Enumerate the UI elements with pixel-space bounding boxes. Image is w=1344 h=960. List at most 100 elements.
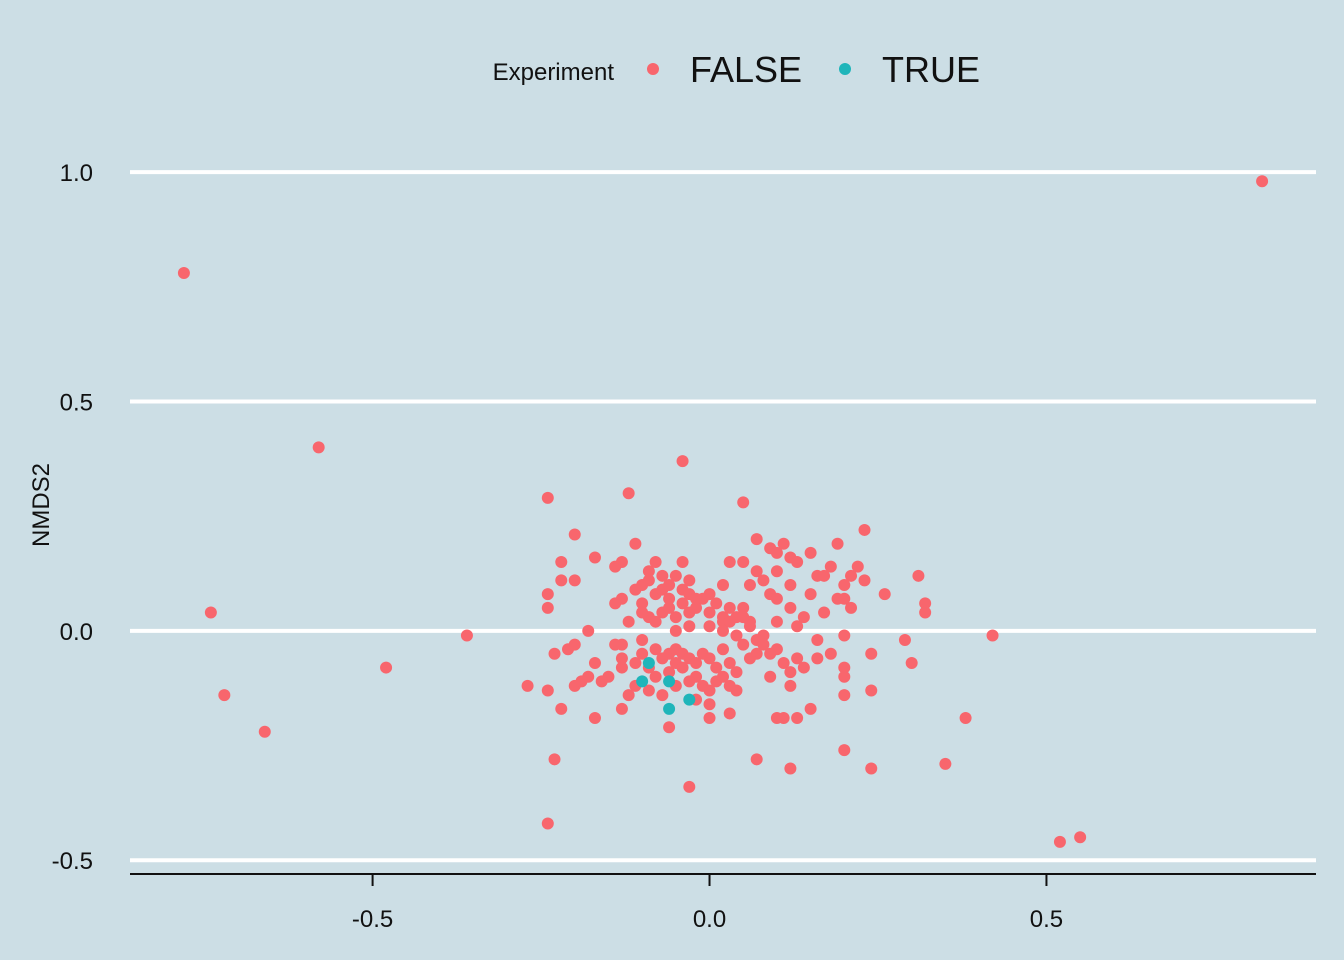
point-false bbox=[642, 574, 655, 587]
point-false bbox=[636, 606, 649, 619]
point-false bbox=[865, 647, 878, 660]
point-false bbox=[636, 647, 649, 660]
point-false bbox=[811, 634, 824, 647]
point-false bbox=[690, 656, 703, 669]
point-true bbox=[683, 693, 696, 706]
point-false bbox=[615, 652, 628, 665]
point-false bbox=[717, 624, 729, 637]
point-false bbox=[656, 569, 669, 582]
point-false bbox=[669, 569, 682, 582]
point-false bbox=[676, 597, 689, 610]
point-false bbox=[851, 560, 864, 573]
point-false bbox=[656, 689, 669, 702]
legend-label: TRUE bbox=[882, 49, 980, 90]
point-false bbox=[683, 675, 696, 688]
point-false bbox=[555, 574, 568, 587]
point-false bbox=[588, 551, 601, 564]
point-false bbox=[312, 441, 325, 454]
point-false bbox=[737, 556, 750, 569]
point-false bbox=[770, 546, 783, 559]
point-false bbox=[629, 583, 642, 596]
point-false bbox=[622, 615, 635, 628]
point-false bbox=[838, 744, 851, 757]
point-false bbox=[669, 624, 682, 637]
point-false bbox=[642, 684, 655, 697]
point-false bbox=[723, 656, 736, 669]
point-false bbox=[919, 597, 932, 610]
point-false bbox=[555, 702, 568, 715]
y-axis: -0.5 0.0 0.5 1.0 bbox=[52, 160, 93, 875]
point-false bbox=[723, 707, 736, 720]
point-false bbox=[609, 560, 622, 573]
point-false bbox=[898, 634, 911, 647]
point-false bbox=[818, 606, 831, 619]
point-false bbox=[703, 620, 716, 633]
point-false bbox=[582, 624, 595, 637]
point-false bbox=[588, 656, 601, 669]
point-false bbox=[764, 647, 777, 660]
point-false bbox=[676, 556, 689, 569]
point-false bbox=[865, 762, 878, 775]
point-false bbox=[642, 565, 655, 578]
legend-title: Experiment bbox=[493, 59, 615, 86]
point-false bbox=[555, 556, 568, 569]
point-false bbox=[750, 565, 763, 578]
point-true bbox=[642, 656, 655, 669]
point-false bbox=[757, 574, 770, 587]
point-false bbox=[622, 689, 635, 702]
y-tick-label: -0.5 bbox=[52, 848, 93, 875]
point-false bbox=[723, 556, 736, 569]
point-false bbox=[636, 634, 649, 647]
point-false bbox=[380, 661, 393, 674]
point-false bbox=[845, 601, 858, 614]
point-false bbox=[683, 780, 696, 793]
point-false bbox=[568, 638, 581, 651]
legend: Experiment FALSE TRUE bbox=[493, 49, 980, 90]
point-false bbox=[804, 588, 817, 601]
point-false bbox=[770, 712, 783, 725]
point-false bbox=[784, 679, 797, 692]
legend-label: FALSE bbox=[690, 49, 802, 90]
point-false bbox=[858, 523, 871, 536]
point-false bbox=[649, 643, 662, 656]
point-false bbox=[663, 592, 676, 605]
point-false bbox=[804, 546, 817, 559]
point-false bbox=[615, 661, 628, 674]
point-false bbox=[541, 684, 554, 697]
point-false bbox=[629, 537, 642, 550]
point-false bbox=[703, 606, 716, 619]
point-false bbox=[649, 615, 662, 628]
point-false bbox=[609, 597, 622, 610]
point-false bbox=[919, 606, 932, 619]
point-false bbox=[218, 689, 231, 702]
legend-item-false: FALSE bbox=[647, 49, 802, 90]
point-false bbox=[743, 652, 756, 665]
point-false bbox=[663, 601, 676, 614]
point-false bbox=[258, 725, 271, 738]
point-false bbox=[865, 684, 878, 697]
point-false bbox=[595, 675, 608, 688]
point-false bbox=[683, 574, 696, 587]
series-true bbox=[636, 656, 696, 715]
point-true bbox=[663, 702, 676, 715]
point-false bbox=[784, 601, 797, 614]
point-false bbox=[723, 679, 736, 692]
point-false bbox=[710, 597, 723, 610]
point-false bbox=[791, 712, 804, 725]
point-false bbox=[858, 574, 871, 587]
point-false bbox=[757, 638, 770, 651]
point-false bbox=[669, 611, 682, 624]
point-false bbox=[1074, 831, 1087, 844]
point-false bbox=[784, 762, 797, 775]
point-false bbox=[588, 712, 601, 725]
y-tick-label: 0.0 bbox=[60, 619, 93, 646]
point-false bbox=[838, 578, 851, 591]
point-false bbox=[838, 592, 851, 605]
point-false bbox=[575, 675, 588, 688]
point-false bbox=[521, 679, 534, 692]
point-false bbox=[770, 592, 783, 605]
point-false bbox=[683, 620, 696, 633]
point-false bbox=[717, 643, 729, 656]
point-false bbox=[541, 817, 554, 830]
